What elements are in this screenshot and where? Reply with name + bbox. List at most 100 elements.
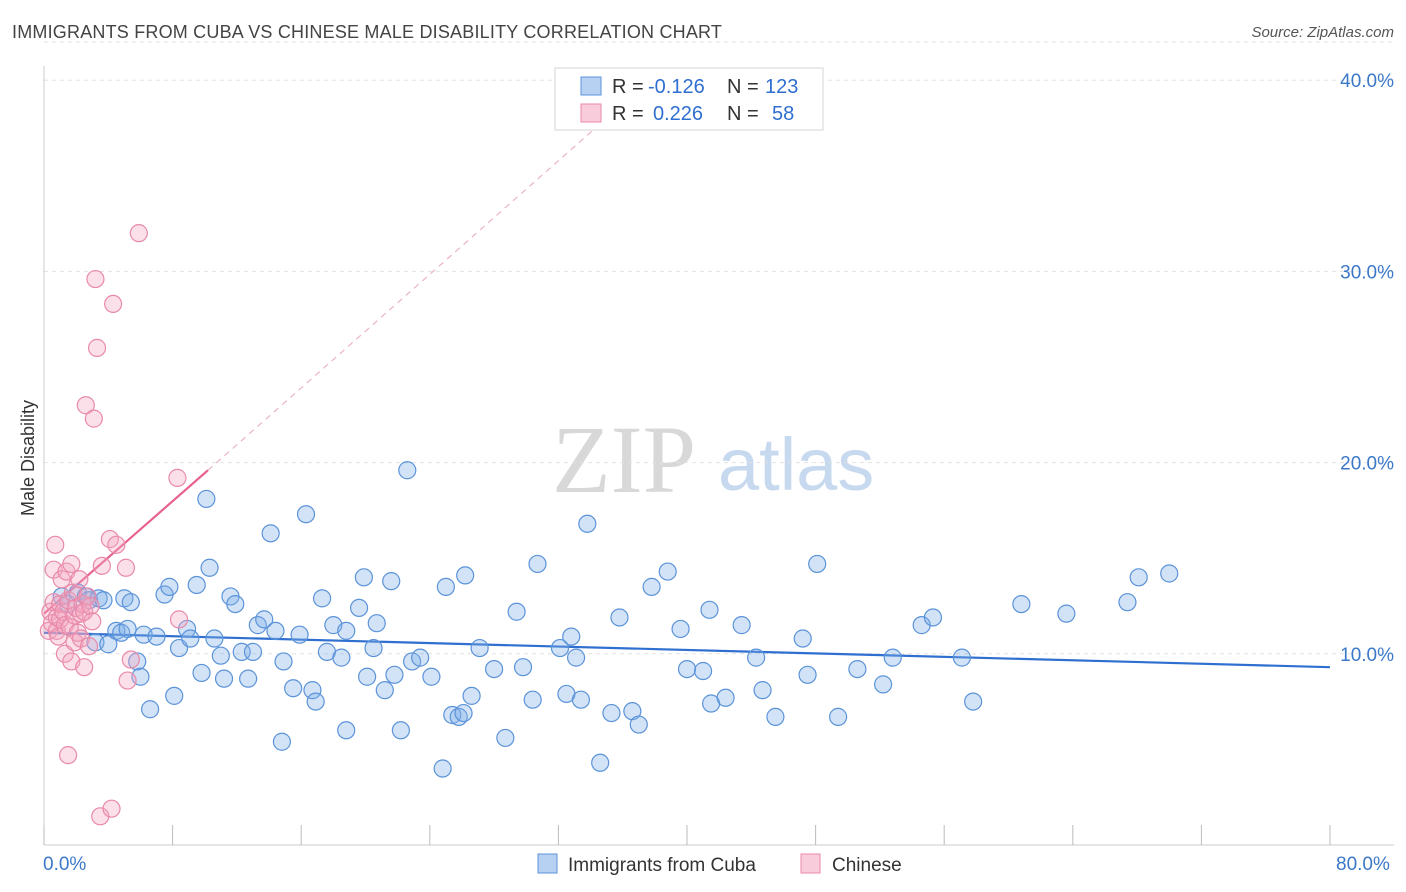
data-point-cuba — [349, 598, 369, 618]
data-point-chinese — [107, 535, 126, 554]
data-point-cuba — [197, 489, 216, 509]
grid-lines — [44, 41, 1394, 655]
watermark-zip: ZIP — [552, 406, 696, 513]
data-point-cuba — [284, 679, 303, 698]
data-point-cuba — [274, 652, 293, 671]
bottom-legend-swatch-cuba — [537, 853, 558, 874]
x-tick-label-min: 0.0% — [43, 854, 86, 875]
data-point-chinese — [169, 610, 189, 629]
legend-n-value-cuba: 123 — [765, 76, 798, 98]
axes — [43, 66, 1394, 846]
data-point-chinese — [121, 650, 140, 669]
data-point-cuba — [239, 669, 258, 688]
data-point-chinese — [59, 746, 78, 765]
data-point-cuba — [454, 703, 473, 723]
bottom-legend: Immigrants from Cuba Chinese — [537, 853, 902, 876]
data-point-cuba — [578, 514, 597, 533]
data-point-cuba — [205, 629, 224, 648]
data-point-cuba — [1160, 564, 1179, 583]
data-point-cuba — [367, 614, 386, 633]
data-point-cuba — [496, 728, 515, 748]
data-point-cuba — [211, 646, 230, 665]
data-point-cuba — [462, 686, 481, 705]
data-point-chinese — [168, 468, 187, 487]
data-point-cuba — [1057, 604, 1076, 623]
data-point-chinese — [83, 612, 102, 631]
data-point-cuba — [411, 648, 430, 667]
data-point-cuba — [200, 558, 219, 577]
data-point-cuba — [629, 715, 648, 734]
legend-r-label-chinese: R = — [612, 103, 644, 125]
data-point-cuba — [883, 648, 902, 667]
data-point-chinese — [46, 535, 65, 554]
data-point-cuba — [121, 593, 140, 612]
data-point-cuba — [562, 627, 581, 646]
data-point-cuba — [290, 625, 309, 644]
data-point-cuba — [337, 621, 356, 640]
trend-line-chinese — [43, 469, 209, 615]
data-point-chinese — [79, 637, 99, 656]
data-point-cuba — [261, 524, 280, 543]
data-point-chinese — [102, 799, 121, 818]
data-point-cuba — [255, 610, 274, 629]
data-point-cuba — [700, 600, 719, 619]
data-point-cuba — [375, 681, 394, 700]
source-credit: Source: ZipAtlas.com — [1251, 24, 1394, 41]
data-point-cuba — [99, 635, 118, 654]
data-point-cuba — [658, 562, 677, 581]
data-point-cuba — [382, 572, 401, 591]
legend-n-label-cuba: N = — [727, 76, 759, 98]
data-point-cuba — [312, 589, 332, 608]
data-point-chinese — [70, 570, 89, 589]
legend: R = -0.126 N = 123 R = 0.226 N = 58 — [554, 67, 824, 131]
data-point-cuba — [602, 703, 621, 723]
data-point-cuba — [523, 690, 542, 709]
data-point-cuba — [214, 669, 234, 688]
series-chinese-points — [39, 224, 189, 826]
data-point-cuba — [332, 648, 351, 667]
data-point-cuba — [398, 461, 417, 480]
data-point-cuba — [181, 629, 200, 648]
bottom-legend-label-cuba: Immigrants from Cuba — [568, 855, 756, 876]
legend-swatch-cuba — [580, 76, 602, 96]
data-point-cuba — [296, 505, 316, 524]
data-point-cuba — [422, 667, 441, 686]
data-point-cuba — [160, 577, 179, 596]
data-point-cuba — [118, 619, 137, 639]
y-axis-label: Male Disability — [18, 400, 38, 516]
data-point-cuba — [848, 659, 867, 679]
data-point-cuba — [337, 721, 356, 740]
data-point-chinese — [78, 587, 97, 606]
data-point-cuba — [433, 759, 452, 778]
data-point-chinese — [118, 671, 137, 690]
x-tick-label-max: 80.0% — [1336, 854, 1390, 875]
legend-r-label-cuba: R = — [612, 76, 644, 98]
data-point-cuba — [391, 721, 410, 740]
y-tick-label-40: 40.0% — [1340, 71, 1394, 92]
data-point-chinese — [116, 558, 136, 577]
data-point-cuba — [566, 648, 586, 667]
data-point-cuba — [610, 608, 629, 627]
data-point-cuba — [226, 594, 245, 614]
legend-r-value-chinese: 0.226 — [653, 103, 703, 125]
data-point-cuba — [306, 692, 325, 711]
legend-n-value-chinese: 58 — [772, 103, 794, 125]
data-point-cuba — [303, 681, 322, 700]
data-point-cuba — [952, 648, 971, 667]
series-cuba-points — [52, 461, 1179, 778]
data-point-chinese — [129, 224, 148, 243]
data-point-cuba — [923, 608, 943, 627]
data-point-cuba — [874, 675, 893, 694]
data-point-cuba — [732, 616, 751, 635]
y-tick-label-30: 30.0% — [1340, 262, 1394, 283]
data-point-chinese — [81, 596, 100, 616]
data-point-cuba — [753, 681, 772, 700]
data-point-cuba — [829, 707, 848, 726]
data-point-cuba — [243, 642, 263, 661]
data-point-cuba — [385, 665, 404, 684]
y-tick-label-20: 20.0% — [1340, 454, 1394, 475]
data-point-chinese — [86, 269, 105, 289]
data-point-cuba — [798, 665, 817, 684]
data-point-cuba — [964, 692, 983, 711]
legend-swatch-chinese — [580, 103, 602, 123]
